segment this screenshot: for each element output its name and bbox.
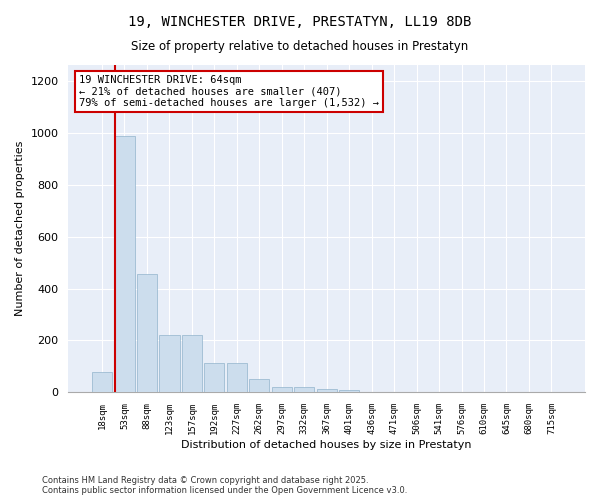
Bar — [317, 390, 337, 392]
Y-axis label: Number of detached properties: Number of detached properties — [15, 141, 25, 316]
Bar — [182, 336, 202, 392]
Text: 19, WINCHESTER DRIVE, PRESTATYN, LL19 8DB: 19, WINCHESTER DRIVE, PRESTATYN, LL19 8D… — [128, 15, 472, 29]
Bar — [137, 274, 157, 392]
Bar — [92, 372, 112, 392]
Bar — [249, 380, 269, 392]
Bar — [204, 362, 224, 392]
Bar — [339, 390, 359, 392]
Bar — [115, 136, 134, 392]
Bar — [294, 387, 314, 392]
X-axis label: Distribution of detached houses by size in Prestatyn: Distribution of detached houses by size … — [181, 440, 472, 450]
Bar — [159, 336, 179, 392]
Text: 19 WINCHESTER DRIVE: 64sqm
← 21% of detached houses are smaller (407)
79% of sem: 19 WINCHESTER DRIVE: 64sqm ← 21% of deta… — [79, 75, 379, 108]
Bar — [272, 387, 292, 392]
Text: Size of property relative to detached houses in Prestatyn: Size of property relative to detached ho… — [131, 40, 469, 53]
Bar — [227, 362, 247, 392]
Text: Contains HM Land Registry data © Crown copyright and database right 2025.
Contai: Contains HM Land Registry data © Crown c… — [42, 476, 407, 495]
